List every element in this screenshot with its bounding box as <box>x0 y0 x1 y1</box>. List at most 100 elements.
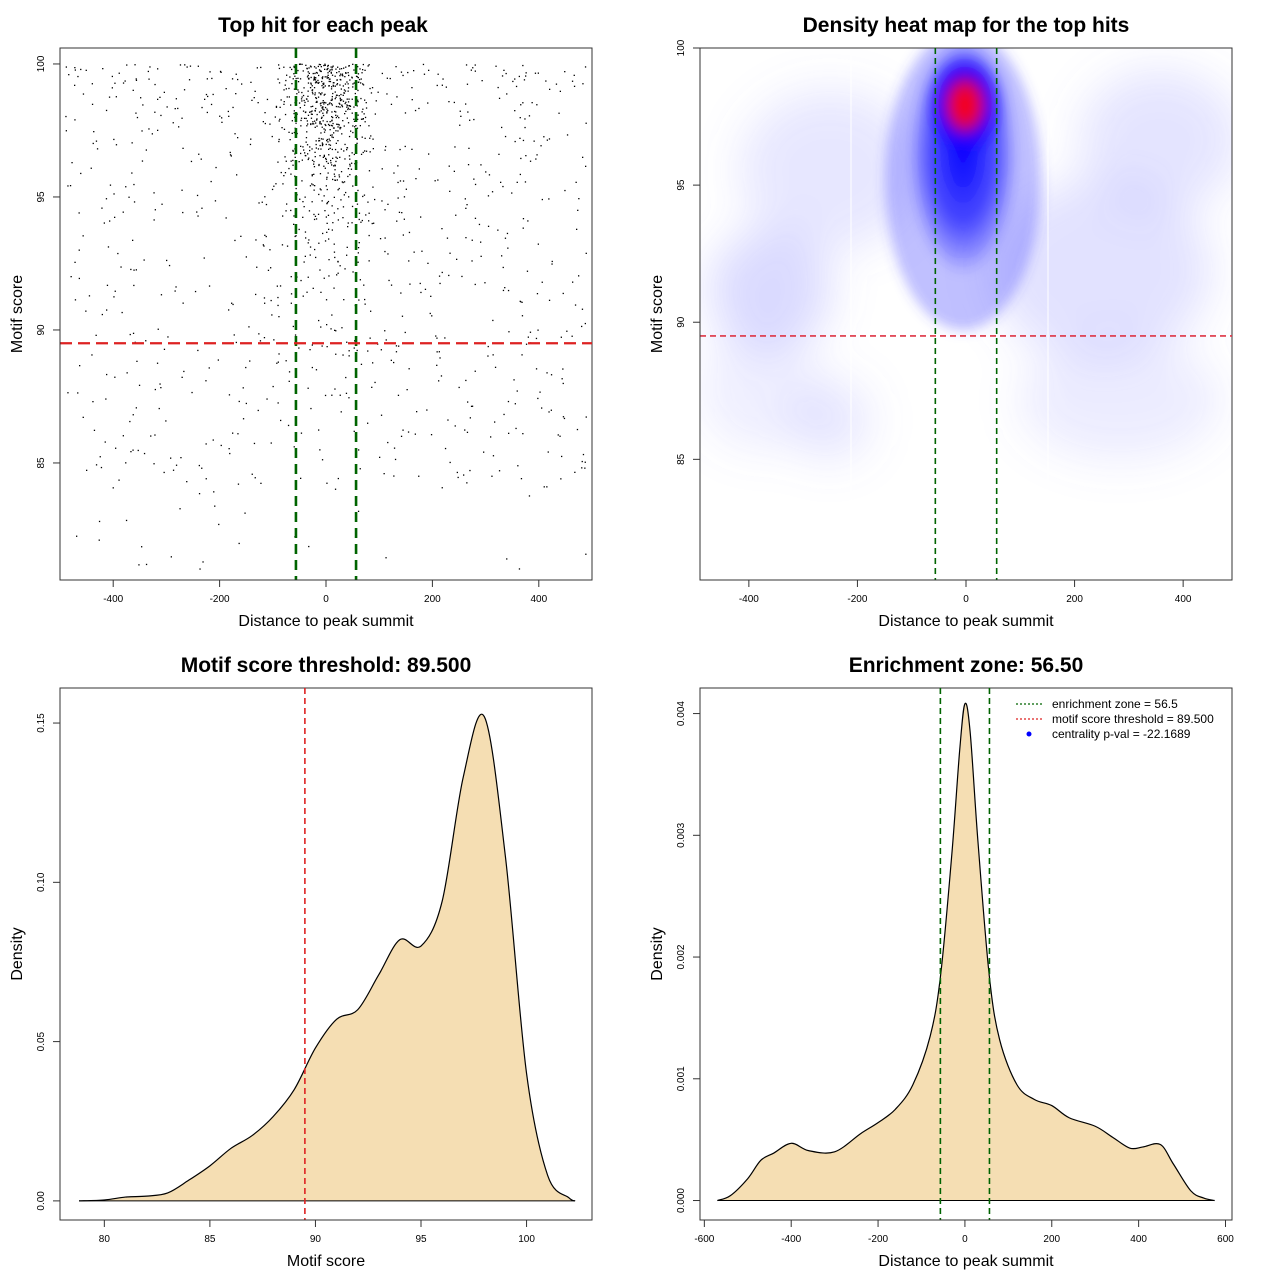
scatter-point <box>317 148 320 150</box>
scatter-point <box>522 227 524 229</box>
scatter-point <box>328 143 330 146</box>
scatter-point <box>379 238 382 240</box>
scatter-point <box>346 98 348 100</box>
scatter-point <box>313 77 315 79</box>
scatter-point <box>367 65 369 67</box>
scatter-point <box>492 319 494 322</box>
scatter-point <box>327 64 329 67</box>
scatter-point <box>352 86 354 88</box>
scatter-point <box>525 155 527 157</box>
scatter-point <box>327 214 330 216</box>
scatter-point <box>337 208 339 210</box>
scatter-point <box>180 457 182 459</box>
sc-y-tick-label: 100 <box>36 55 47 72</box>
scatter-point <box>133 269 135 271</box>
scatter-point <box>326 178 328 180</box>
scatter-point <box>519 117 521 119</box>
scatter-point <box>315 369 318 371</box>
scatter-point <box>244 512 246 514</box>
scatter-point <box>345 72 347 74</box>
sd-x-tick-label: 90 <box>310 1234 322 1245</box>
scatter-point <box>208 285 211 287</box>
scatter-point <box>566 134 569 136</box>
scatter-point <box>325 299 328 301</box>
scatter-point <box>229 151 231 154</box>
scatter-point <box>396 96 398 98</box>
scatter-point <box>546 372 548 374</box>
scatter-point <box>363 113 365 115</box>
scatter-point <box>300 119 302 122</box>
scatter-point <box>353 69 355 71</box>
scatter-point <box>269 123 271 125</box>
scatter-point <box>250 138 252 140</box>
scatter-point <box>355 75 358 77</box>
scatter-point <box>327 162 329 164</box>
scatter-point <box>319 449 321 451</box>
scatter-point <box>322 100 324 102</box>
scatter-point <box>320 291 322 293</box>
scatter-point <box>407 71 409 74</box>
scatter-point <box>299 198 301 200</box>
scatter-point <box>283 89 285 91</box>
scatter-point <box>221 117 223 119</box>
scatter-point <box>333 287 335 289</box>
scatter-point <box>157 98 159 100</box>
scatter-point <box>336 123 338 125</box>
scatter-point <box>186 481 188 483</box>
scatter-point <box>334 329 336 331</box>
scatter-point <box>225 88 227 90</box>
scatter-point <box>303 206 305 208</box>
scatter-point <box>324 85 326 87</box>
scatter-point <box>335 111 337 113</box>
scatter-point <box>290 276 292 278</box>
scatter-point <box>345 392 348 394</box>
scatter-point <box>181 376 183 378</box>
scatter-point <box>242 387 244 389</box>
scatter-point <box>172 469 175 471</box>
scatter-point <box>286 203 288 205</box>
scatter-point <box>320 138 323 140</box>
scatter-point <box>339 126 341 129</box>
distance-density-area <box>717 702 1215 1202</box>
scatter-point <box>358 212 361 214</box>
scatter-point <box>296 113 298 115</box>
scatter-point <box>154 434 156 436</box>
scatter-point <box>466 431 469 433</box>
scatter-point <box>402 74 404 77</box>
scatter-point <box>428 69 430 71</box>
scatter-point <box>257 409 259 412</box>
scatter-point <box>498 153 500 155</box>
scatter-point <box>254 90 256 92</box>
scatter-point <box>336 84 338 86</box>
scatter-point <box>397 197 399 199</box>
scatter-point <box>365 102 367 104</box>
scatter-point <box>219 115 221 117</box>
scatter-point <box>322 112 324 114</box>
scatter-point <box>374 113 376 115</box>
scatter-point <box>205 380 207 382</box>
scatter-point <box>444 447 447 450</box>
scatter-point <box>113 296 115 298</box>
scatter-point <box>132 414 134 416</box>
scatter-point <box>334 75 336 77</box>
scatter-point <box>307 82 310 84</box>
scatter-point <box>335 96 337 98</box>
scatter-point <box>362 84 365 86</box>
scatter-point <box>480 255 482 257</box>
scatter-point <box>309 254 311 256</box>
scatter-point <box>324 63 326 65</box>
scatter-point <box>349 108 351 110</box>
scatter-point <box>537 329 539 331</box>
scatter-point <box>327 65 329 67</box>
scatter-point <box>325 160 328 163</box>
sd-x-tick-label: 80 <box>99 1234 111 1245</box>
scatter-point <box>368 234 370 237</box>
score-density-y-axis: 0.000.050.100.15 <box>36 713 61 1211</box>
scatter-point <box>298 228 300 231</box>
scatter-point <box>463 474 465 476</box>
scatter-point <box>219 70 222 73</box>
scatter-point <box>502 289 505 292</box>
scatter-point <box>473 118 475 121</box>
scatter-point <box>441 487 443 489</box>
score-density-title: Motif score threshold: 89.500 <box>181 654 472 677</box>
